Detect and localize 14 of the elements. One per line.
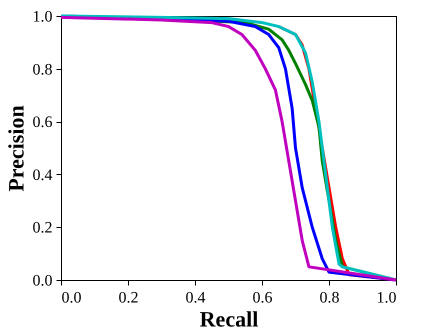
- y-tick-label: 1.0: [32, 8, 52, 26]
- x-tick-label: 0.2: [118, 290, 138, 306]
- x-tick-label: 0.6: [252, 290, 272, 306]
- y-tick-label: 0.8: [32, 61, 52, 78]
- y-tick-label: 0.4: [32, 166, 52, 184]
- x-tick-label: 0.8: [320, 290, 340, 306]
- x-tick-label: 1.0: [376, 290, 396, 306]
- x-axis-title: Recall: [200, 306, 258, 332]
- x-tick-label: 0.4: [186, 290, 206, 306]
- y-axis-title: Precision: [4, 105, 28, 192]
- y-tick-label: 0.6: [32, 114, 52, 132]
- y-tick-label: 0.2: [32, 220, 52, 237]
- x-tick-label: 0.0: [62, 290, 82, 306]
- y-tick-label: 0.0: [32, 272, 52, 290]
